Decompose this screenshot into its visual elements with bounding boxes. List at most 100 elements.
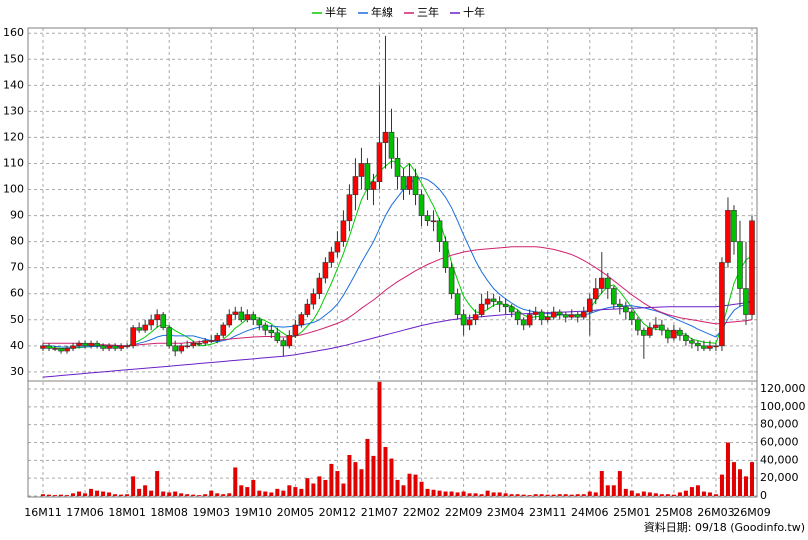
y-tick-label: 120 bbox=[3, 130, 24, 143]
candle-body bbox=[370, 181, 377, 190]
volume-bar bbox=[269, 492, 274, 496]
candle-body bbox=[406, 176, 413, 190]
candle-body bbox=[647, 327, 653, 336]
y-tick-label: 160 bbox=[3, 26, 24, 39]
candle-body bbox=[659, 324, 665, 331]
candle-body bbox=[580, 311, 587, 318]
candle-body bbox=[424, 215, 431, 222]
volume-bar bbox=[53, 495, 58, 496]
candle-body bbox=[70, 345, 76, 349]
volume-bar bbox=[245, 487, 250, 496]
volume-bar bbox=[431, 489, 436, 496]
candle-body bbox=[340, 220, 347, 242]
y-tick-label: 130 bbox=[3, 104, 24, 117]
volume-bar bbox=[83, 493, 88, 496]
volume-bar bbox=[311, 483, 316, 496]
volume-bar bbox=[647, 492, 652, 496]
volume-bar bbox=[605, 485, 610, 496]
y-tick-label: 80 bbox=[10, 235, 24, 248]
x-tick-label: 23M04 bbox=[487, 506, 525, 519]
volume-bar bbox=[167, 492, 172, 496]
volume-bar bbox=[623, 488, 628, 496]
volume-bar bbox=[731, 462, 736, 496]
candle-body bbox=[166, 327, 172, 347]
y-tick-label: 50 bbox=[10, 313, 24, 326]
candle-body bbox=[695, 342, 701, 347]
volume-bar bbox=[515, 494, 520, 496]
candle-body bbox=[64, 348, 70, 352]
volume-bar bbox=[689, 487, 694, 496]
candle-body bbox=[148, 319, 154, 326]
volume-bar bbox=[641, 491, 646, 496]
candle-body bbox=[184, 345, 191, 348]
volume-bar bbox=[407, 473, 412, 496]
candle-body bbox=[538, 311, 545, 321]
volume-bar bbox=[449, 491, 454, 496]
candle-body bbox=[665, 329, 671, 339]
candle-body bbox=[88, 342, 94, 347]
x-tick-label: 26M09 bbox=[733, 506, 771, 519]
volume-bar bbox=[503, 493, 508, 496]
volume-bar bbox=[59, 494, 64, 496]
volume-bar bbox=[659, 494, 664, 496]
candle-body bbox=[412, 176, 419, 196]
volume-bar bbox=[635, 493, 640, 496]
y-tick-label: 110 bbox=[3, 156, 24, 169]
volume-bar bbox=[479, 494, 484, 496]
volume-tick-label: 40,000 bbox=[760, 453, 799, 466]
volume-bar bbox=[695, 485, 700, 496]
candle-body bbox=[106, 345, 112, 349]
volume-tick-label: 120,000 bbox=[760, 382, 806, 395]
volume-bar bbox=[209, 490, 214, 496]
candle-body bbox=[430, 220, 437, 223]
candle-body bbox=[556, 311, 563, 315]
legend-label: 半年 bbox=[325, 5, 347, 19]
volume-bar bbox=[383, 446, 388, 496]
volume-bar bbox=[173, 491, 178, 496]
volume-bar bbox=[287, 485, 292, 496]
candle-body bbox=[124, 345, 130, 348]
volume-bar bbox=[557, 494, 562, 496]
volume-bar bbox=[47, 494, 52, 496]
volume-bar bbox=[425, 488, 430, 496]
volume-bar bbox=[737, 469, 742, 496]
volume-bar bbox=[137, 488, 142, 496]
volume-bar bbox=[497, 492, 502, 496]
volume-bar bbox=[329, 463, 334, 496]
volume-bar bbox=[539, 494, 544, 496]
candle-body bbox=[394, 157, 401, 177]
candle-body bbox=[364, 163, 371, 190]
candle-body bbox=[250, 314, 257, 321]
candle-body bbox=[478, 303, 485, 315]
volume-bar bbox=[707, 492, 712, 496]
candle-body bbox=[76, 342, 82, 347]
volume-bar bbox=[227, 493, 232, 496]
volume-bar bbox=[509, 494, 514, 496]
volume-bar bbox=[455, 492, 460, 496]
candle-body bbox=[629, 311, 635, 321]
volume-bar bbox=[335, 471, 340, 496]
candle-body bbox=[743, 288, 749, 315]
candle-body bbox=[526, 314, 533, 326]
candle-body bbox=[544, 316, 551, 321]
volume-tick-label: 0 bbox=[760, 489, 767, 502]
volume-bar bbox=[185, 494, 190, 496]
volume-tick-label: 60,000 bbox=[760, 436, 799, 449]
y-tick-label: 90 bbox=[10, 209, 24, 222]
x-tick-label: 23M11 bbox=[529, 506, 567, 519]
candle-body bbox=[490, 298, 497, 302]
candle-body bbox=[472, 314, 479, 321]
volume-bar bbox=[161, 491, 166, 496]
volume-bar bbox=[725, 442, 730, 496]
x-tick-label: 25M01 bbox=[613, 506, 651, 519]
candle-body bbox=[562, 314, 569, 318]
volume-bar bbox=[65, 495, 70, 496]
candle-body bbox=[502, 303, 509, 308]
candle-body bbox=[701, 345, 707, 349]
volume-bar bbox=[77, 491, 82, 496]
candle-body bbox=[238, 311, 245, 321]
candle-body bbox=[376, 142, 383, 183]
candle-body bbox=[232, 311, 239, 315]
